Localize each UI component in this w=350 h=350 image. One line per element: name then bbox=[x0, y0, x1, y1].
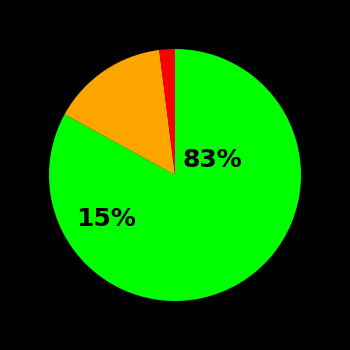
Wedge shape bbox=[159, 49, 175, 175]
Text: 83%: 83% bbox=[183, 148, 243, 172]
Text: 15%: 15% bbox=[76, 207, 136, 231]
Wedge shape bbox=[49, 49, 301, 301]
Wedge shape bbox=[65, 50, 175, 175]
